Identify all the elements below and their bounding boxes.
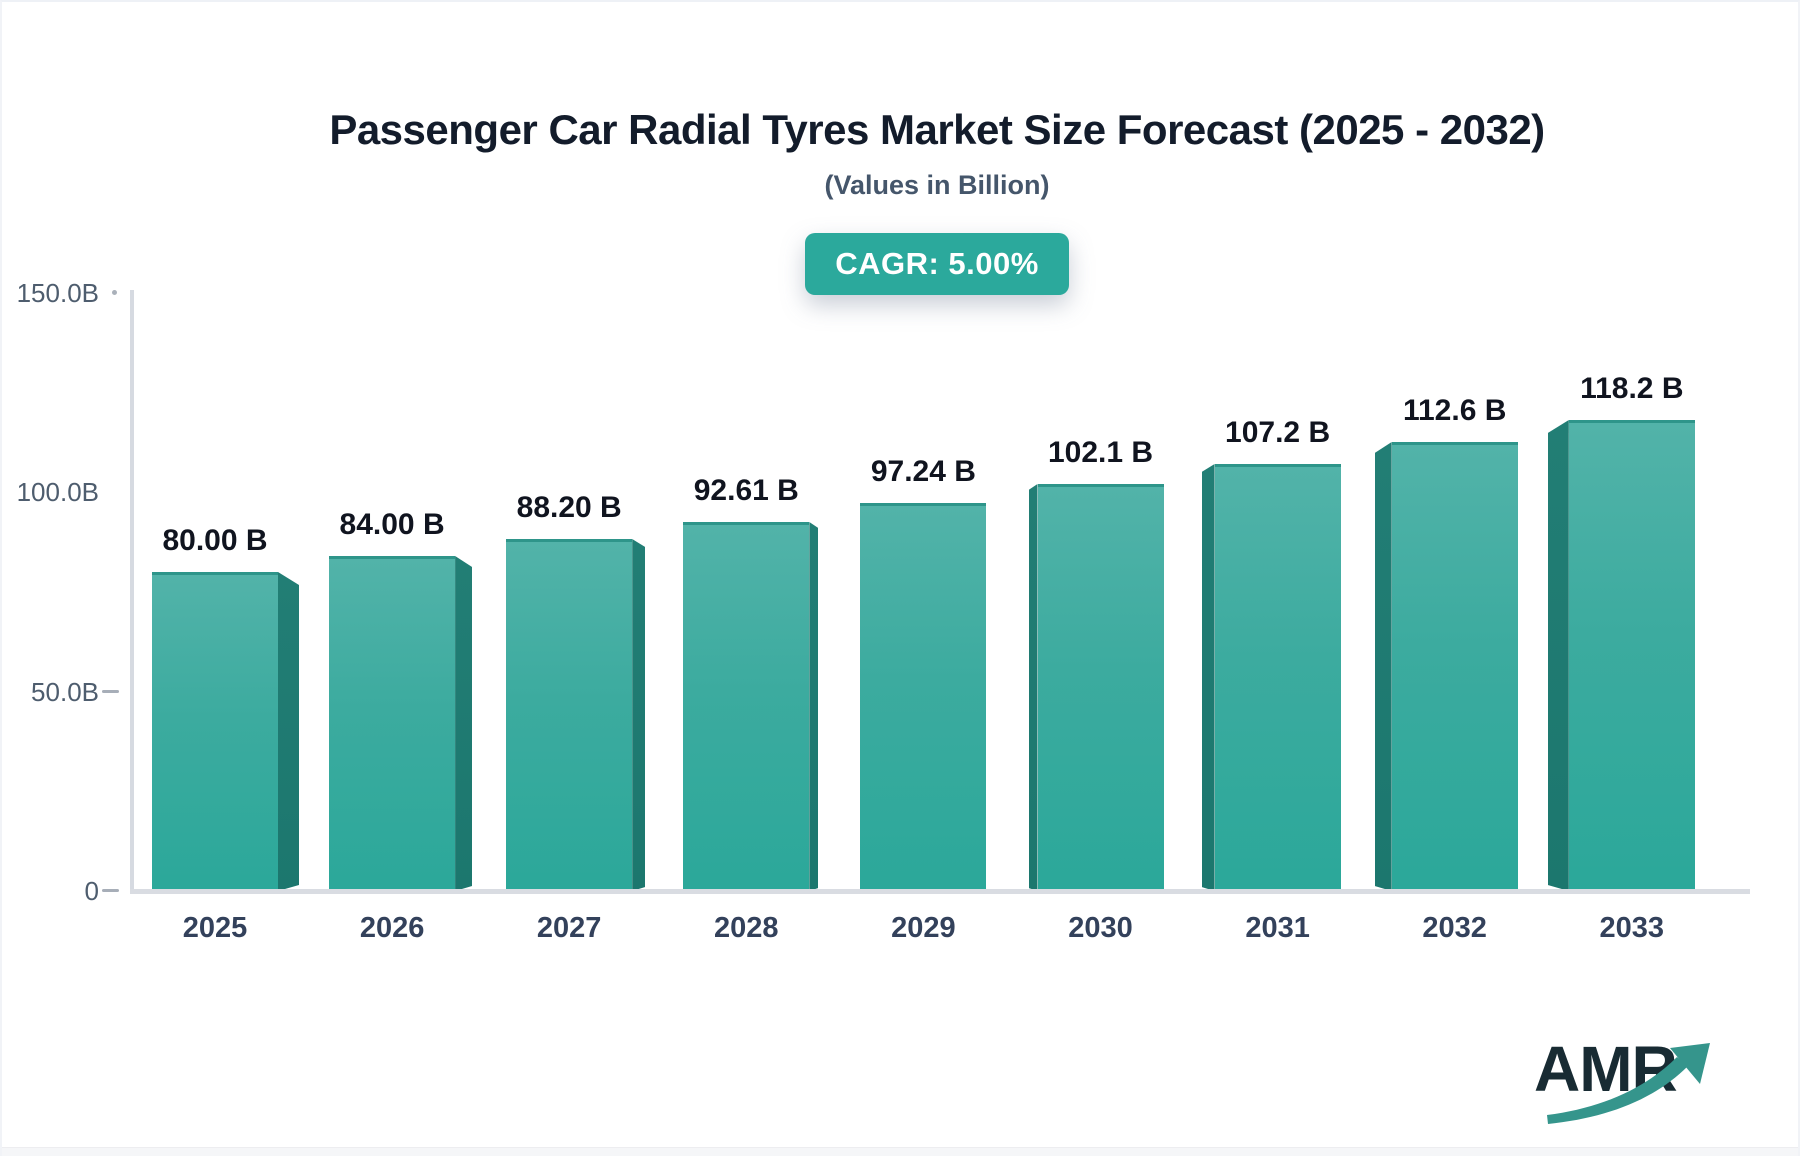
bottom-strip: [2, 1147, 1798, 1156]
x-tick-label: 2031: [1245, 912, 1310, 944]
x-tick-label: 2027: [536, 912, 602, 944]
x-axis-baseline: [130, 889, 1750, 894]
bar-2029[interactable]: [860, 503, 987, 891]
cagr-badge: CAGR: 5.00%: [805, 233, 1069, 295]
bar-value-label: 107.2 B: [1225, 416, 1331, 449]
x-tick-label: 2032: [1422, 912, 1487, 944]
bar-side-face: [1548, 420, 1569, 891]
bar-2030[interactable]: [1037, 484, 1164, 891]
bar-side-face: [809, 522, 818, 891]
bar-value-label: 112.6 B: [1402, 394, 1507, 427]
chart-subtitle: (Values in Billion): [824, 170, 1050, 200]
y-tick-label: 0: [84, 876, 99, 906]
y-tick-mark: [112, 289, 117, 295]
y-tick-mark: [102, 889, 119, 892]
bar-value-label: 118.2 B: [1580, 372, 1684, 405]
amr-logo-text: AMR: [1534, 1033, 1678, 1105]
bar-value-label: 102.1 B: [1047, 436, 1154, 469]
bar-value-label: 97.24 B: [870, 455, 976, 488]
chart-header: Passenger Car Radial Tyres Market Size F…: [132, 106, 1742, 295]
x-tick-label: 2029: [891, 912, 956, 944]
x-tick-label: 2028: [714, 912, 779, 944]
bar-side-face: [632, 539, 645, 891]
y-tick-label: 100.0B: [16, 477, 99, 508]
y-tick-mark: [102, 689, 119, 693]
bar-2033[interactable]: [1568, 420, 1695, 891]
bar-2031[interactable]: [1214, 464, 1341, 891]
bar-side-face: [1029, 484, 1038, 891]
bar-value-label: 84.00 B: [339, 508, 445, 541]
bar-2025[interactable]: [152, 572, 278, 891]
bar-side-face: [1375, 442, 1392, 891]
bar-side-face: [455, 556, 472, 891]
bar-2026[interactable]: [329, 556, 456, 891]
bar-side-face: [278, 572, 299, 891]
bar-2027[interactable]: [506, 539, 633, 891]
y-tick-label: 50.0B: [31, 676, 99, 707]
x-tick-label: 2030: [1068, 912, 1133, 944]
x-tick-label: 2026: [359, 912, 425, 944]
chart-title: Passenger Car Radial Tyres Market Size F…: [329, 106, 1545, 153]
y-tick-label: 150.0B: [16, 277, 99, 308]
bar-2028[interactable]: [683, 522, 810, 891]
bar-2032[interactable]: [1391, 442, 1518, 891]
growth-arrow-icon: [1547, 1043, 1710, 1124]
bar-value-label: 80.00 B: [162, 524, 268, 557]
amr-logo: AMR: [1534, 1032, 1734, 1127]
bar-value-label: 92.61 B: [693, 474, 799, 507]
bar-value-label: 88.20 B: [516, 491, 622, 524]
bar-side-face: [1202, 464, 1215, 891]
x-tick-label: 2033: [1599, 912, 1665, 944]
y-axis-line: [130, 290, 134, 893]
x-tick-label: 2025: [182, 912, 248, 944]
